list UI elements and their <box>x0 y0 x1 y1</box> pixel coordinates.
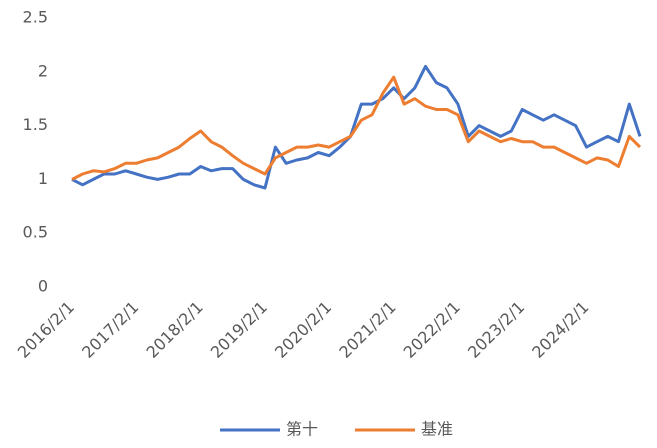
x-tick-label: 2024/2/1 <box>528 298 592 362</box>
y-tick-label: 2 <box>38 61 48 80</box>
x-tick-label: 2018/2/1 <box>142 298 206 362</box>
y-tick-label: 1.5 <box>23 115 48 134</box>
x-tick-label: 2016/2/1 <box>14 298 78 362</box>
y-tick-label: 0.5 <box>23 223 48 242</box>
y-tick-label: 1 <box>38 169 48 188</box>
x-tick-label: 2022/2/1 <box>400 298 464 362</box>
x-tick-label: 2023/2/1 <box>464 298 528 362</box>
x-tick-label: 2017/2/1 <box>78 298 142 362</box>
x-tick-label: 2021/2/1 <box>335 298 399 362</box>
legend-label: 基准 <box>421 420 453 439</box>
x-tick-label: 2020/2/1 <box>271 298 335 362</box>
legend-label: 第十 <box>286 420 318 439</box>
y-tick-label: 0 <box>38 277 48 296</box>
y-tick-label: 2.5 <box>23 8 48 27</box>
line-series <box>71 64 642 190</box>
line-series <box>71 75 642 181</box>
x-tick-label: 2019/2/1 <box>207 298 271 362</box>
